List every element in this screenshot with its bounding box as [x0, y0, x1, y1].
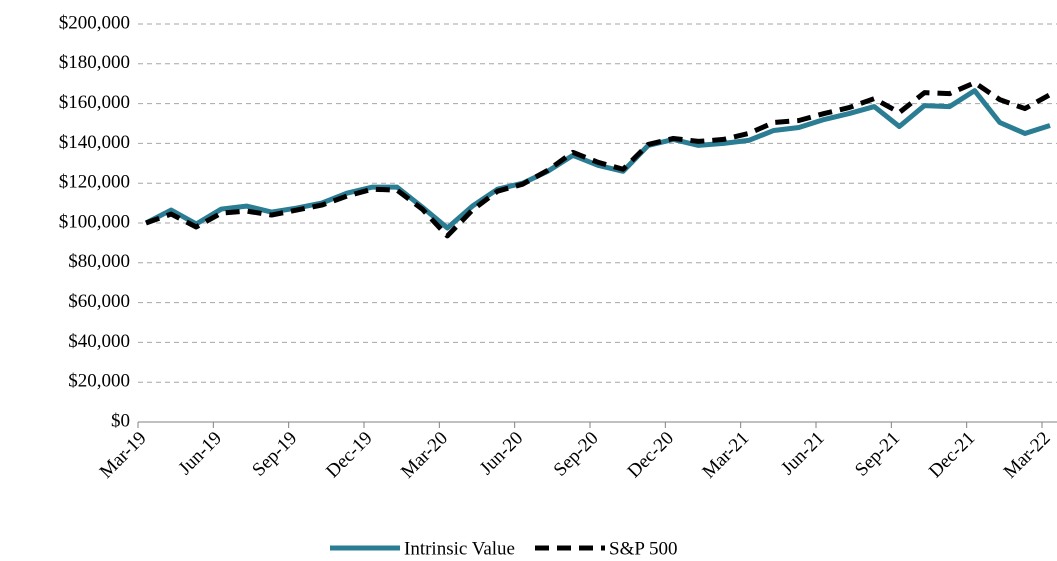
y-tick-label: $60,000 [68, 291, 130, 312]
x-tick-label: Mar-19 [96, 428, 151, 483]
x-tick-label: Dec-21 [925, 428, 979, 482]
y-tick-label: $100,000 [59, 211, 130, 232]
x-tick-label: Mar-21 [698, 428, 753, 483]
x-tick-label: Jun-21 [777, 428, 828, 479]
x-tick-label: Jun-20 [476, 428, 527, 479]
x-tick-label: Sep-21 [851, 428, 904, 481]
x-tick-label: Dec-20 [624, 428, 678, 482]
legend-label: S&P 500 [609, 538, 677, 559]
y-tick-label: $20,000 [68, 371, 130, 392]
y-tick-label: $200,000 [59, 12, 130, 33]
x-tick-label: Jun-19 [175, 428, 226, 479]
legend-label: Intrinsic Value [404, 538, 515, 559]
x-tick-label: Mar-22 [1000, 428, 1055, 483]
y-tick-label: $120,000 [59, 172, 130, 193]
y-tick-label: $140,000 [59, 132, 130, 153]
y-tick-label: $80,000 [68, 251, 130, 272]
y-tick-label: $40,000 [68, 331, 130, 352]
series-line [144, 88, 1051, 231]
x-tick-label: Sep-20 [550, 428, 603, 481]
y-tick-label: $180,000 [59, 52, 130, 73]
x-tick-label: Mar-20 [397, 428, 452, 483]
y-tick-label: $0 [111, 410, 130, 431]
x-tick-label: Dec-19 [322, 428, 376, 482]
x-tick-label: Sep-19 [248, 428, 301, 481]
series-line [145, 80, 1052, 239]
y-tick-label: $160,000 [59, 92, 130, 113]
